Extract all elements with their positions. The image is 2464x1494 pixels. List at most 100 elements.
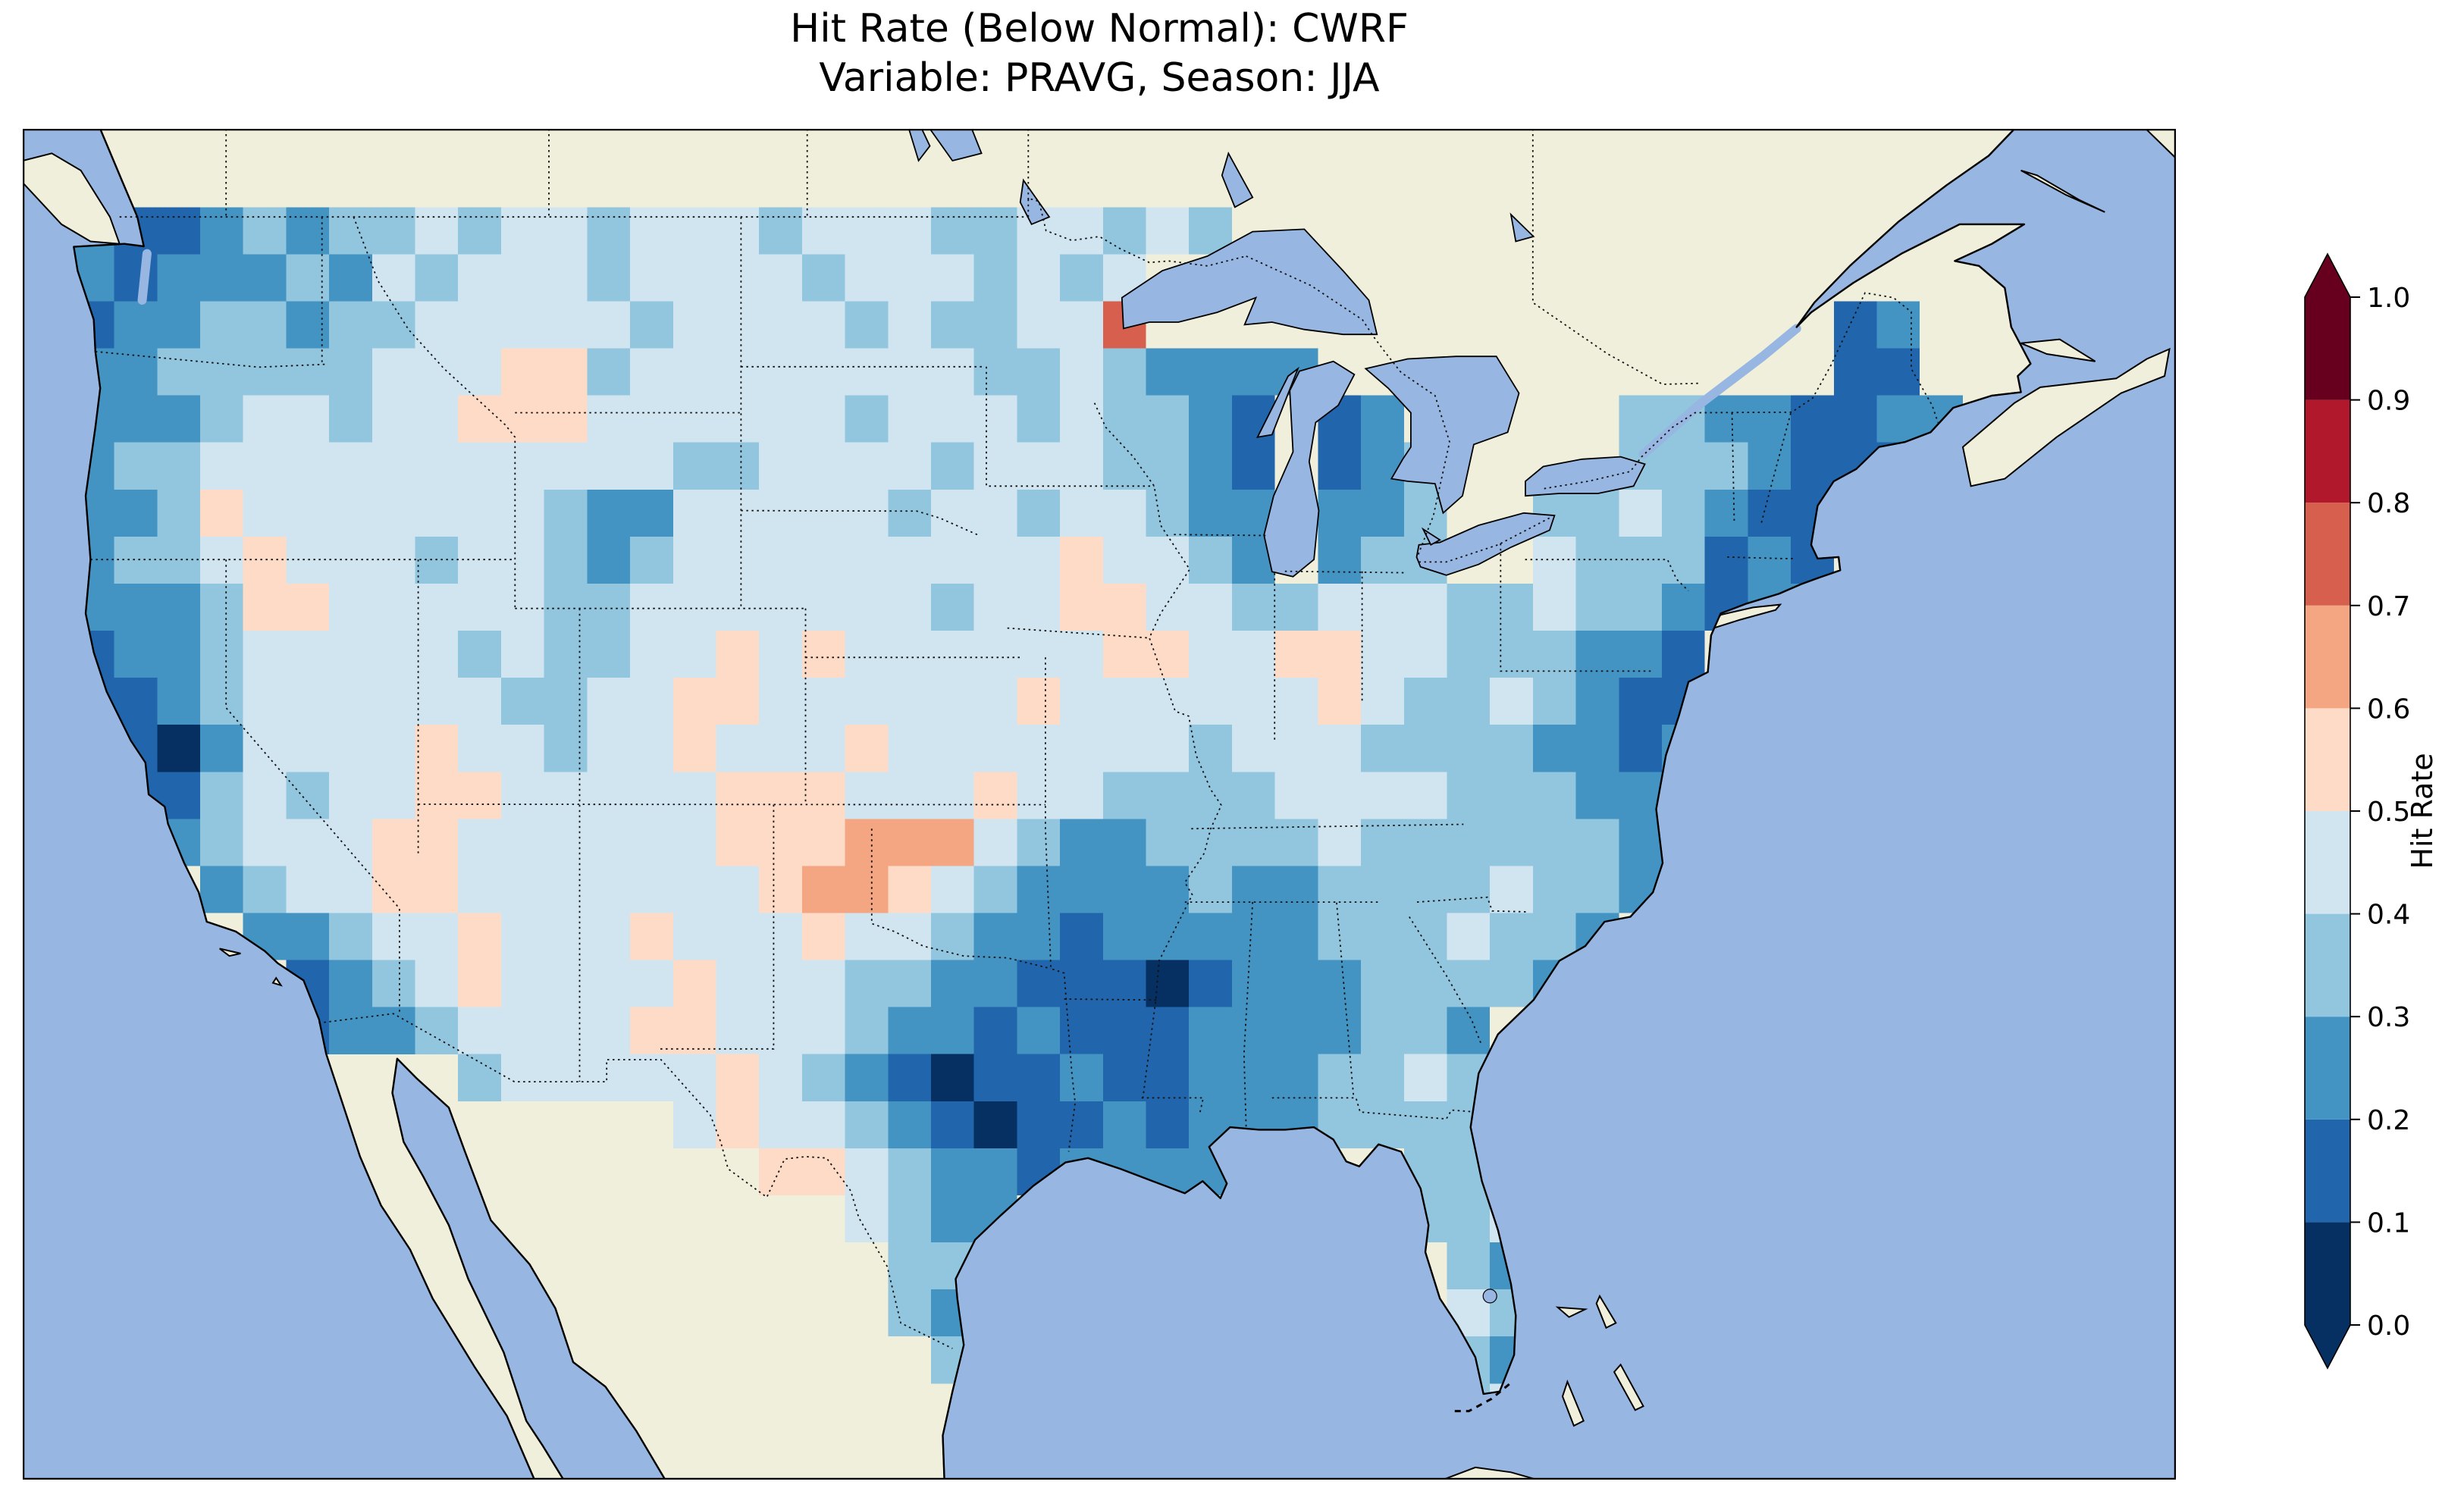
heatmap-cell (1146, 866, 1190, 913)
heatmap-cell (544, 254, 588, 302)
heatmap-cell (500, 583, 544, 631)
heatmap-cell (888, 254, 932, 302)
colorbar-canvas: 0.0 0.1 0.2 0.3 0.4 0.5 0.6 0.7 0.8 0.9 1.0 Hit Rat… (2304, 252, 2439, 1370)
heatmap-cell (931, 819, 974, 866)
heatmap-cell (458, 725, 501, 772)
lake (1421, 527, 1441, 547)
heatmap-cell (544, 489, 588, 537)
heatmap-cell (801, 1101, 845, 1148)
heatmap-cell (458, 631, 501, 678)
heatmap-cell (500, 960, 544, 1007)
river (1638, 324, 1801, 459)
heatmap-cell (243, 866, 287, 913)
heatmap-cell (759, 489, 802, 537)
colorbar-segment (2305, 503, 2350, 606)
heatmap-cell (1619, 678, 1663, 725)
heatmap-cell (114, 348, 158, 396)
heatmap-cell (1447, 913, 1491, 960)
heatmap-cell (286, 395, 330, 443)
lake-okeechobee (1482, 1289, 1497, 1304)
heatmap-cell (329, 913, 372, 960)
heatmap-cell (759, 725, 802, 772)
heatmap-cell (1189, 819, 1232, 866)
heatmap-cell (716, 1054, 760, 1101)
heatmap-cell (845, 207, 889, 255)
heatmap-cell (243, 678, 287, 725)
heatmap-cell (931, 301, 974, 349)
heatmap-cell (458, 583, 501, 631)
heatmap-cell (716, 1007, 760, 1054)
heatmap-cell (415, 819, 459, 866)
heatmap-cell (716, 725, 760, 772)
heatmap-cell (329, 301, 372, 349)
heatmap-cell (1274, 583, 1318, 631)
heatmap-cell (1189, 395, 1232, 443)
heatmap-cell (157, 254, 201, 302)
heatmap-cell (1447, 1007, 1491, 1054)
border-line (1336, 902, 1355, 1098)
heatmap-cell (1490, 725, 1533, 772)
heatmap-cell (1532, 536, 1576, 584)
heatmap-cell (759, 1007, 802, 1054)
heatmap-cell (200, 254, 243, 302)
heatmap-cell (1060, 207, 1103, 255)
heatmap-cell (415, 1007, 459, 1054)
heatmap-cell (1619, 819, 1663, 866)
heatmap-cell (544, 725, 588, 772)
heatmap-cell (1231, 819, 1275, 866)
heatmap-cell (759, 866, 802, 913)
heatmap-cell (759, 395, 802, 443)
heatmap-cell (1876, 301, 1920, 349)
heatmap-cell (157, 395, 201, 443)
heatmap-cell (415, 301, 459, 349)
heatmap-cell (716, 631, 760, 678)
heatmap-cell (1318, 489, 1362, 537)
heatmap-cell (458, 772, 501, 819)
heatmap-cell (1274, 960, 1318, 1007)
heatmap-cell (1146, 1054, 1190, 1101)
heatmap-cell (888, 678, 932, 725)
heatmap-cell (243, 536, 287, 584)
heatmap-cell (1447, 678, 1491, 725)
heatmap-cell (1189, 536, 1232, 584)
heatmap-cell (415, 725, 459, 772)
small-island (1555, 1306, 1588, 1318)
heatmap-cell (1060, 442, 1103, 490)
heatmap-cell (845, 583, 889, 631)
heatmap-cell (587, 207, 631, 255)
heatmap-cell (888, 1007, 932, 1054)
heatmap-cell (1490, 960, 1533, 1007)
heatmap-cell (888, 1195, 932, 1243)
heatmap-cell (157, 442, 201, 490)
colorbar-segment (2305, 708, 2350, 811)
heatmap-cell (371, 301, 415, 349)
heatmap-cell (544, 442, 588, 490)
border-line (318, 1013, 953, 1349)
heatmap-cell (630, 583, 673, 631)
heatmap-cell (1403, 631, 1447, 678)
heatmap-cell (371, 960, 415, 1007)
border-line (1500, 543, 1654, 672)
heatmap-cell (371, 348, 415, 396)
heatmap-cell (845, 819, 889, 866)
heatmap-cell (544, 536, 588, 584)
lake (1019, 178, 1051, 226)
heatmap-cell (845, 395, 889, 443)
heatmap-cell (200, 489, 243, 537)
heatmap-cell (1189, 960, 1232, 1007)
heatmap-cell (973, 442, 1017, 490)
colorbar-tick-label: 0.1 (2367, 1207, 2410, 1239)
heatmap-cell (1060, 866, 1103, 913)
heatmap-cell (1619, 536, 1663, 584)
heatmap-cell (1575, 489, 1619, 537)
heatmap-cell (1189, 631, 1232, 678)
heatmap-cell (1274, 678, 1318, 725)
heatmap-cell (1231, 772, 1275, 819)
heatmap-cell (1532, 819, 1576, 866)
heatmap-cell (888, 772, 932, 819)
heatmap-cell (1361, 1007, 1404, 1054)
heatmap-cell (973, 395, 1017, 443)
heatmap-cell (500, 301, 544, 349)
heatmap-cell (845, 536, 889, 584)
heatmap-cell (1102, 913, 1146, 960)
